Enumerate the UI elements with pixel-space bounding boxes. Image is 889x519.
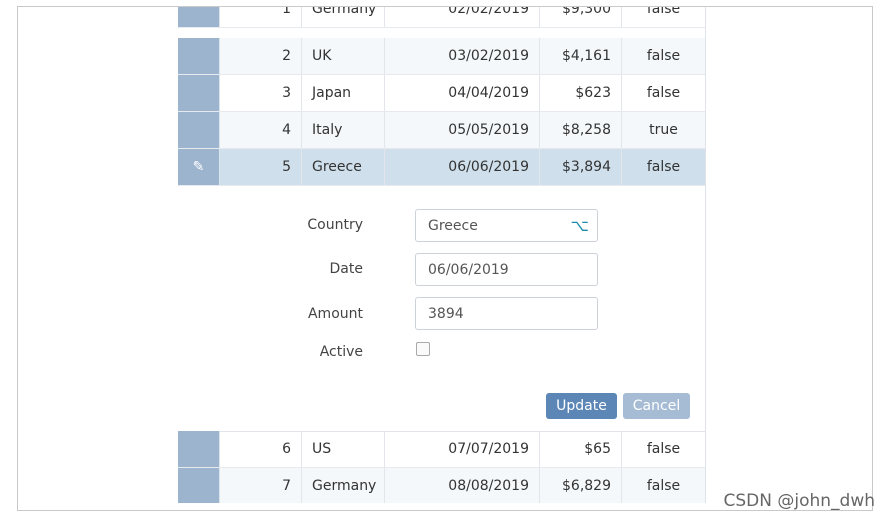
cell-country[interactable]: Japan <box>302 75 385 111</box>
cell-id: 1 <box>220 7 302 27</box>
cell-id: 4 <box>220 112 302 148</box>
row-header[interactable] <box>178 112 220 148</box>
table-row[interactable]: 2 UK 03/02/2019 $4,161 false <box>178 38 705 75</box>
row-header[interactable] <box>178 468 220 503</box>
pin-icon[interactable]: ⌥ <box>570 216 589 235</box>
table-row[interactable]: 1 Germany 02/02/2019 $9,300 false <box>178 7 705 28</box>
cell-amount[interactable]: $623 <box>540 75 622 111</box>
cell-country[interactable]: Italy <box>302 112 385 148</box>
edit-icon[interactable]: ✎ <box>192 159 205 175</box>
date-label: Date <box>329 261 363 277</box>
date-value: 06/06/2019 <box>428 261 509 278</box>
cell-amount[interactable]: $65 <box>540 431 622 467</box>
row-header[interactable] <box>178 38 220 74</box>
cell-date[interactable]: 08/08/2019 <box>385 468 540 503</box>
cell-country[interactable]: UK <box>302 38 385 74</box>
cell-id: 7 <box>220 468 302 503</box>
cell-date[interactable]: 03/02/2019 <box>385 38 540 74</box>
cell-date[interactable]: 06/06/2019 <box>385 149 540 185</box>
cell-amount[interactable]: $6,829 <box>540 468 622 503</box>
cell-amount[interactable]: $4,161 <box>540 38 622 74</box>
cell-active[interactable]: false <box>646 7 681 17</box>
cell-country[interactable]: Greece <box>302 149 385 185</box>
date-field[interactable]: 06/06/2019 <box>415 253 598 286</box>
cell-active[interactable]: false <box>646 85 681 101</box>
cell-active[interactable]: false <box>646 48 681 64</box>
active-checkbox[interactable] <box>416 342 430 356</box>
cell-amount[interactable]: $3,894 <box>540 149 622 185</box>
cell-amount[interactable]: $8,258 <box>540 112 622 148</box>
screenshot-frame: 1 Germany 02/02/2019 $9,300 false 2 UK 0… <box>17 6 873 511</box>
country-value: Greece <box>428 217 478 234</box>
row-edit-form: Country Greece ⌥ Date 06/06/2019 Amount … <box>178 193 705 432</box>
cell-active[interactable]: false <box>646 441 681 457</box>
country-label: Country <box>307 217 363 233</box>
cell-id: 3 <box>220 75 302 111</box>
amount-label: Amount <box>307 306 363 322</box>
cell-date[interactable]: 05/05/2019 <box>385 112 540 148</box>
active-label: Active <box>319 344 363 360</box>
table-row[interactable]: 7 Germany 08/08/2019 $6,829 false <box>178 468 705 503</box>
cell-active[interactable]: false <box>646 478 681 494</box>
table-row[interactable]: 3 Japan 04/04/2019 $623 false <box>178 75 705 112</box>
cell-country[interactable]: Germany <box>302 7 385 27</box>
table-row[interactable]: 6 US 07/07/2019 $65 false <box>178 431 705 468</box>
country-field[interactable]: Greece ⌥ <box>415 209 598 242</box>
cell-id: 5 <box>220 149 302 185</box>
row-header[interactable] <box>178 431 220 467</box>
table-row[interactable]: 4 Italy 05/05/2019 $8,258 true <box>178 112 705 149</box>
data-grid: 1 Germany 02/02/2019 $9,300 false 2 UK 0… <box>178 7 706 503</box>
update-button[interactable]: Update <box>546 393 617 419</box>
amount-field[interactable]: 3894 <box>415 297 598 330</box>
row-header[interactable] <box>178 75 220 111</box>
row-header[interactable]: ✎ <box>178 149 220 185</box>
cell-date[interactable]: 04/04/2019 <box>385 75 540 111</box>
cell-active[interactable]: false <box>646 159 681 175</box>
cell-date[interactable]: 07/07/2019 <box>385 431 540 467</box>
amount-value: 3894 <box>428 305 464 322</box>
watermark-text: CSDN @john_dwh <box>723 491 875 511</box>
row-header[interactable] <box>178 7 220 27</box>
table-row-selected[interactable]: ✎ 5 Greece 06/06/2019 $3,894 false <box>178 149 705 186</box>
cell-date[interactable]: 02/02/2019 <box>385 7 540 27</box>
cell-country[interactable]: US <box>302 431 385 467</box>
cell-id: 2 <box>220 38 302 74</box>
cancel-button[interactable]: Cancel <box>623 393 690 419</box>
cell-country[interactable]: Germany <box>302 468 385 503</box>
cell-amount[interactable]: $9,300 <box>540 7 622 27</box>
cell-id: 6 <box>220 431 302 467</box>
cell-active[interactable]: true <box>649 122 678 138</box>
